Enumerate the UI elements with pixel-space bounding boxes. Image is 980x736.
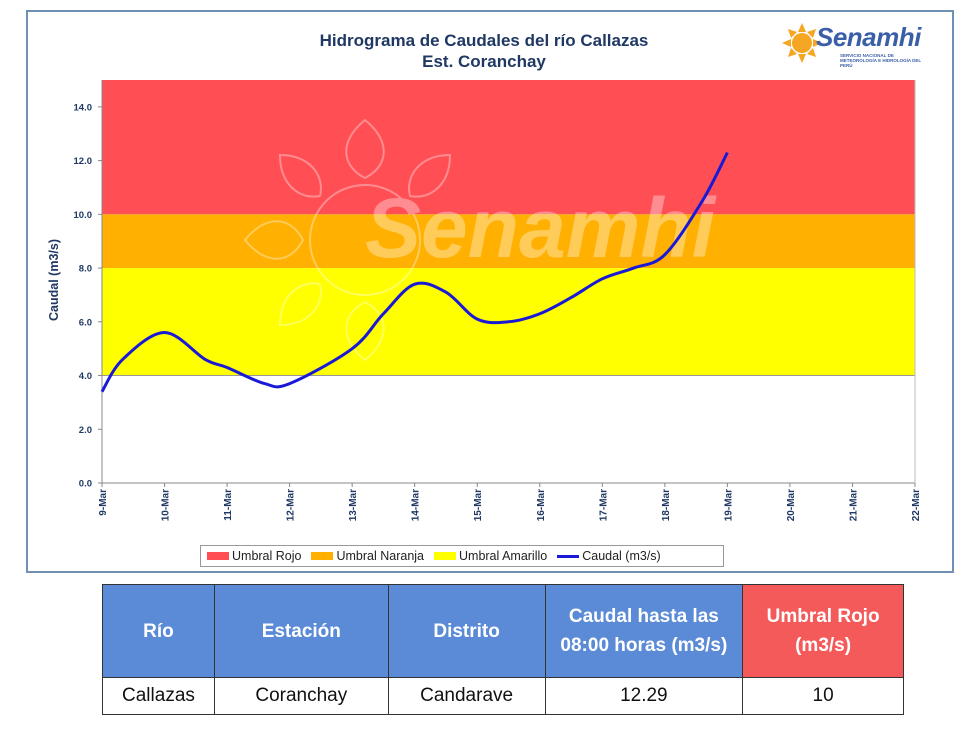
cell-caudal: 12.29 (544, 677, 744, 715)
header-estacion: Estación (213, 584, 389, 678)
header-distrito: Distrito (387, 584, 546, 678)
x-tick-label: 21-Mar (848, 489, 859, 521)
x-tick-label: 10-Mar (161, 489, 172, 521)
header-caudal: Caudal hasta las 08:00 horas (m3/s) (544, 584, 744, 678)
band-umbral-naranja (102, 214, 915, 269)
y-tick-label: 10.0 (74, 210, 93, 221)
logo-subtitle: SERVICIO NACIONAL DE METEOROLOGÍA E HIDR… (840, 53, 922, 68)
y-tick-labels: 0.0 2.0 4.0 6.0 8.0 10.0 12.0 14.0 (74, 102, 102, 490)
table-row: Callazas Coranchay Candarave 12.29 10 (102, 677, 904, 715)
legend-label-amarillo: Umbral Amarillo (459, 549, 548, 563)
y-tick-label: 6.0 (79, 317, 92, 328)
cell-distrito: Candarave (387, 677, 546, 715)
cell-umbral-rojo: 10 (742, 677, 904, 715)
chart-title-line2: Est. Coranchay (422, 52, 546, 71)
x-tick-label: 13-Mar (348, 489, 359, 521)
x-tick-label: 17-Mar (598, 489, 609, 521)
table-header-row: Río Estación Distrito Caudal hasta las 0… (102, 584, 904, 678)
y-tick-label: 8.0 (79, 264, 92, 275)
legend-swatch-rojo (207, 552, 229, 560)
x-tick-label: 14-Mar (411, 489, 422, 521)
x-tick-label: 20-Mar (786, 489, 797, 521)
y-tick-label: 4.0 (79, 371, 92, 382)
x-tick-label: 18-Mar (661, 489, 672, 521)
watermark-text: Senamhi (365, 181, 717, 275)
cell-rio: Callazas (102, 677, 215, 715)
x-tick-label: 11-Mar (223, 489, 234, 521)
y-axis-label: Caudal (m3/s) (47, 239, 61, 321)
legend-item-amarillo: Umbral Amarillo (434, 549, 547, 563)
legend-label-naranja: Umbral Naranja (336, 549, 424, 563)
y-tick-label: 2.0 (79, 425, 92, 436)
legend-label-caudal: Caudal (m3/s) (582, 549, 661, 563)
y-tick-label: 0.0 (79, 479, 92, 490)
legend-swatch-naranja (311, 552, 334, 560)
axes (101, 80, 916, 484)
legend-item-naranja: Umbral Naranja (311, 549, 424, 563)
x-tick-label: 22-Mar (911, 489, 922, 521)
x-tick-labels: 9-Mar 10-Mar 11-Mar 12-Mar 13-Mar 14-Mar 15-Ma… (98, 483, 922, 521)
legend-swatch-caudal (557, 554, 580, 558)
y-tick-label: 12.0 (74, 156, 93, 167)
header-umbral-rojo: Umbral Rojo (m3/s) (742, 584, 904, 678)
sun-icon (782, 23, 822, 63)
chart-title-line1: Hidrograma de Caudales del río Callazas (319, 31, 649, 50)
legend-item-caudal: Caudal (m3/s) (557, 549, 661, 563)
legend-label-rojo: Umbral Rojo (232, 549, 302, 563)
band-umbral-rojo (102, 80, 915, 215)
x-tick-label: 15-Mar (473, 489, 484, 521)
y-tick-label: 14.0 (74, 102, 93, 113)
x-tick-label: 16-Mar (536, 489, 547, 521)
hydrograph-plot: Senamhi 0.0 2.0 4.0 6.0 8.0 10.0 12.0 14.0 9-Ma… (47, 80, 922, 521)
header-rio: Río (102, 584, 215, 678)
x-tick-label: 9-Mar (98, 489, 109, 516)
logo-text: Senamhi (816, 22, 921, 52)
x-tick-label: 19-Mar (723, 489, 734, 521)
chart-legend: Umbral Rojo Umbral Naranja Umbral Amaril… (200, 545, 724, 567)
legend-item-rojo: Umbral Rojo (207, 549, 301, 563)
x-tick-label: 12-Mar (286, 489, 297, 521)
series-caudal-line (100, 151, 729, 393)
info-table: Río Estación Distrito Caudal hasta las 0… (102, 584, 904, 715)
senamhi-logo: Senamhi SERVICIO NACIONAL DE METEOROLOGÍ… (780, 16, 930, 70)
chart-title: Hidrograma de Caudales del río Callazas … (0, 30, 968, 72)
legend-swatch-amarillo (434, 552, 456, 560)
cell-estacion: Coranchay (213, 677, 389, 715)
